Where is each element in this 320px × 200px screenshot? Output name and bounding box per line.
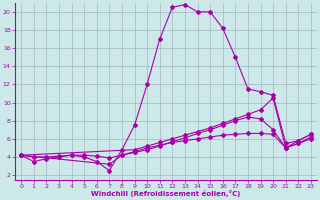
X-axis label: Windchill (Refroidissement éolien,°C): Windchill (Refroidissement éolien,°C) (91, 190, 241, 197)
